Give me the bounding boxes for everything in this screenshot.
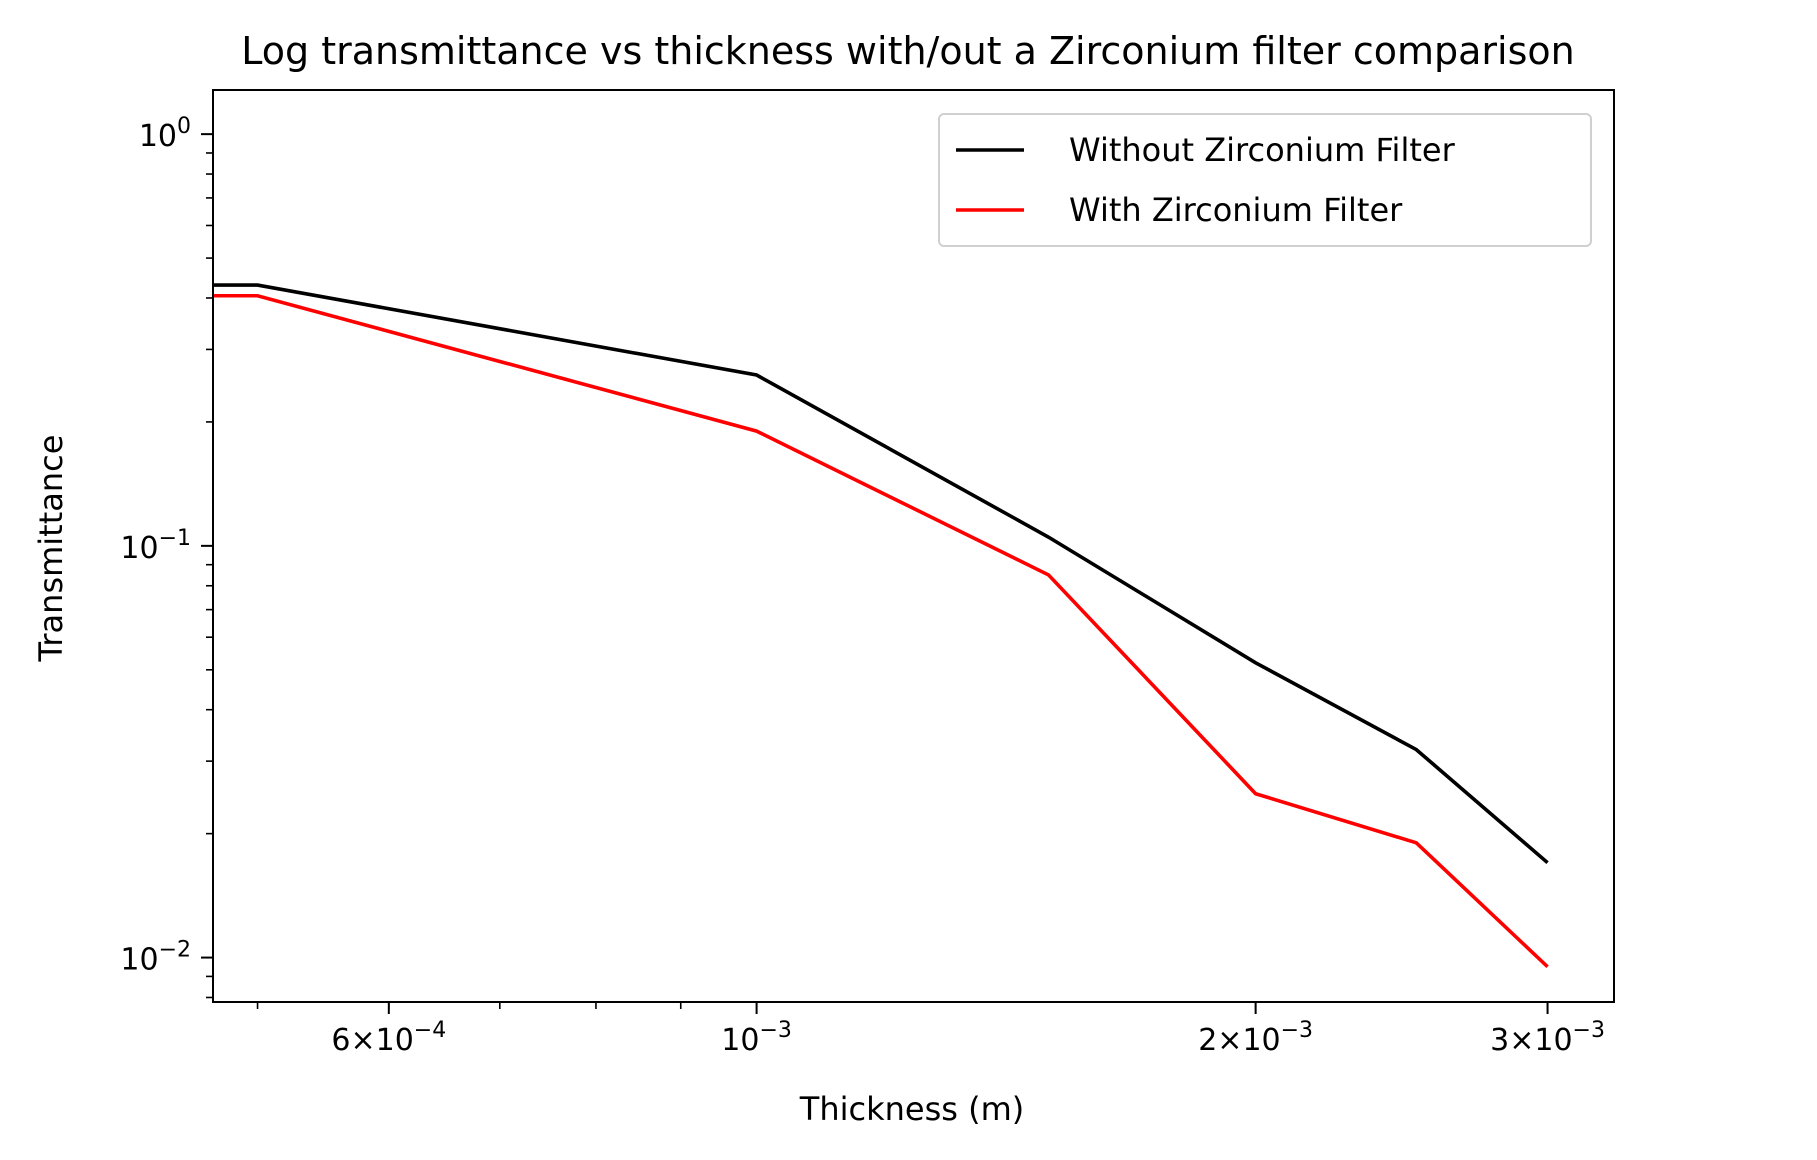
series-line-0: [213, 283, 1549, 865]
axes: 6×10−4 10−3 2×10−3 3×10−3 100 10−1 10−2: [120, 89, 1615, 1058]
y-tick-label-0: 100: [139, 114, 191, 154]
y-axis-label: Transmittance: [32, 435, 70, 663]
y-tick-label-1: 10−1: [120, 526, 191, 566]
x-axis-label: Thickness (m): [799, 1090, 1024, 1128]
legend-label-1: With Zirconium Filter: [1069, 191, 1403, 229]
y-tick-label-2: 10−2: [120, 938, 191, 978]
legend-box: [938, 113, 1592, 247]
chart-title: Log transmittance vs thickness with/out …: [241, 29, 1574, 73]
legend: Without Zirconium Filter With Zirconium F…: [938, 113, 1592, 247]
x-tick-label-2: 2×10−3: [1198, 1018, 1313, 1058]
legend-label-0: Without Zirconium Filter: [1069, 131, 1456, 169]
x-tick-label-1: 10−3: [721, 1018, 792, 1058]
plot-area: [213, 283, 1549, 969]
x-tick-label-3: 3×10−3: [1490, 1018, 1605, 1058]
x-tick-label-0: 6×10−4: [331, 1018, 446, 1058]
series-line-1: [213, 293, 1549, 969]
